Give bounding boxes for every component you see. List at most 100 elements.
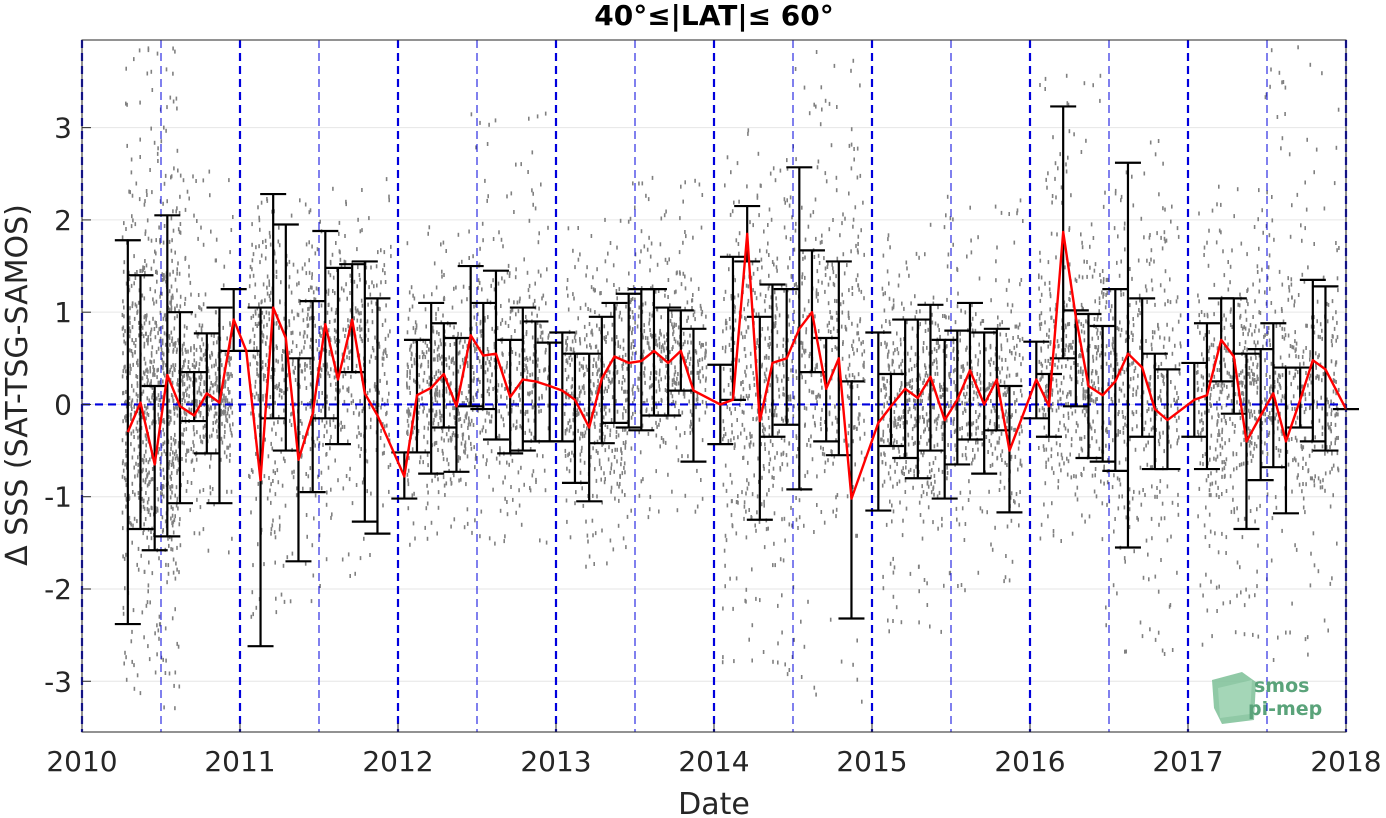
scatter-point [409, 347, 411, 352]
scatter-point [199, 434, 201, 439]
scatter-point [357, 425, 360, 430]
scatter-point [679, 216, 681, 221]
scatter-point [764, 374, 767, 379]
scatter-point [788, 298, 791, 303]
scatter-point [347, 324, 350, 329]
scatter-point [908, 368, 910, 373]
scatter-point [284, 459, 286, 464]
scatter-point [504, 534, 506, 539]
scatter-point [488, 360, 491, 364]
scatter-point [423, 425, 426, 430]
scatter-point [863, 360, 865, 365]
scatter-point [745, 509, 747, 514]
scatter-point [192, 449, 195, 454]
scatter-point [199, 356, 202, 361]
scatter-point [432, 421, 435, 426]
scatter-point [374, 335, 376, 340]
scatter-point [672, 329, 675, 334]
scatter-point [269, 488, 271, 493]
scatter-point [173, 452, 176, 457]
scatter-point [214, 420, 217, 425]
scatter-point [350, 374, 352, 379]
scatter-point [684, 493, 687, 498]
scatter-point [650, 384, 653, 389]
scatter-point [145, 443, 147, 448]
scatter-point [510, 191, 513, 196]
scatter-point [175, 405, 177, 410]
scatter-point [414, 339, 417, 344]
scatter-point [215, 411, 218, 416]
scatter-point [623, 406, 625, 411]
scatter-point [275, 321, 278, 326]
scatter-point [897, 422, 899, 427]
scatter-point [264, 298, 266, 303]
scatter-point [203, 380, 205, 385]
scatter-point [257, 542, 259, 547]
scatter-point [547, 225, 549, 230]
scatter-point [163, 273, 165, 278]
scatter-point [545, 540, 548, 545]
scatter-point [158, 225, 160, 230]
scatter-point [627, 219, 630, 224]
scatter-point [894, 418, 897, 423]
scatter-point [340, 263, 343, 268]
scatter-point [365, 280, 367, 285]
scatter-point [139, 691, 142, 696]
scatter-point [663, 213, 666, 218]
scatter-point [121, 461, 124, 466]
scatter-point [144, 231, 147, 236]
scatter-point [772, 166, 775, 171]
scatter-point [422, 460, 424, 465]
scatter-point [568, 395, 570, 400]
scatter-point [459, 456, 461, 461]
scatter-point [918, 255, 920, 260]
scatter-point [749, 220, 751, 225]
scatter-point [769, 439, 772, 444]
scatter-point [263, 377, 265, 382]
scatter-point [136, 562, 138, 567]
scatter-point [145, 416, 147, 421]
scatter-point [724, 289, 727, 294]
scatter-point [500, 394, 502, 399]
scatter-point [153, 359, 155, 364]
scatter-point [174, 363, 177, 368]
scatter-point [409, 542, 411, 547]
scatter-point [226, 372, 229, 377]
scatter-point [344, 260, 347, 265]
scatter-point [820, 85, 823, 90]
scatter-point [815, 288, 818, 293]
scatter-point [513, 210, 515, 214]
scatter-point [248, 284, 251, 289]
scatter-point [854, 462, 856, 467]
scatter-point [894, 422, 897, 427]
scatter-point [538, 231, 540, 236]
scatter-point [145, 189, 148, 193]
scatter-point [673, 337, 676, 341]
scatter-point [908, 398, 911, 402]
scatter-point [802, 314, 804, 319]
scatter-point [512, 423, 515, 428]
scatter-point [379, 378, 381, 383]
scatter-point [448, 391, 451, 396]
scatter-point [370, 354, 372, 359]
scatter-point [525, 410, 527, 414]
scatter-point [181, 351, 184, 356]
scatter-point [190, 447, 192, 451]
scatter-point [163, 432, 165, 437]
scatter-point [686, 300, 689, 305]
scatter-point [356, 308, 359, 313]
scatter-point [176, 406, 179, 411]
scatter-point [146, 375, 148, 379]
scatter-point [328, 406, 330, 411]
scatter-point [253, 346, 255, 351]
scatter-point [434, 388, 437, 393]
scatter-point [889, 464, 892, 469]
scatter-point [123, 339, 125, 344]
scatter-point [815, 692, 817, 697]
scatter-point [566, 427, 568, 432]
scatter-point [816, 400, 818, 405]
scatter-point [152, 365, 154, 369]
scatter-point [753, 383, 756, 387]
scatter-point [350, 400, 353, 405]
scatter-point [406, 241, 409, 246]
